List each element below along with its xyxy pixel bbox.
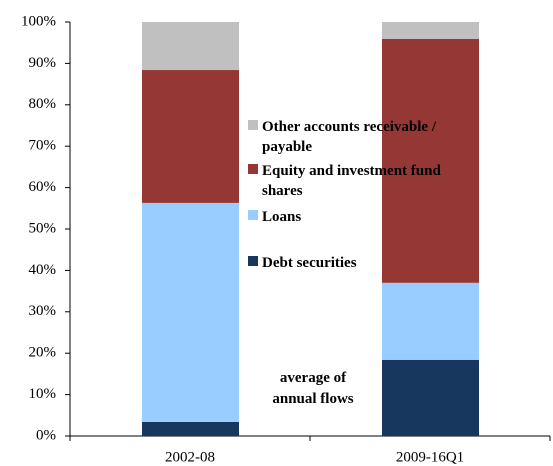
y-tick-label: 50% [29,220,57,236]
y-tick-label: 10% [29,386,57,402]
y-tick-label: 30% [29,303,57,319]
bar-segment [382,359,479,436]
legend-label: Equity and investment fund shares [262,163,441,199]
y-tick-label: 60% [29,179,57,195]
bar-segment [142,70,239,203]
legend-swatch [248,256,258,266]
legend-swatch [248,164,258,174]
y-tick-label: 40% [29,262,57,278]
bar-segment [382,22,479,39]
y-tick-label: 100% [21,13,56,29]
bar-segment [382,38,479,283]
x-tick-label: 2002-08 [165,449,215,465]
y-tick-label: 70% [29,138,57,154]
x-tick-label: 2009-16Q1 [396,449,464,465]
bar-segment [142,22,239,71]
annotation: average of annual flows [272,370,354,407]
legend-label: Other accounts receivable / payable [262,119,436,155]
bar-segment [382,282,479,360]
legend-label: Loans [262,209,302,225]
y-tick-label: 80% [29,96,57,112]
bar-segment [142,202,239,422]
y-tick-label: 90% [29,55,57,71]
legend-label: Debt securities [262,255,357,271]
bar-segment [142,421,239,436]
y-tick-label: 0% [36,427,56,443]
legend-swatch [248,120,258,130]
legend-swatch [248,210,258,220]
y-tick-label: 20% [29,345,57,361]
